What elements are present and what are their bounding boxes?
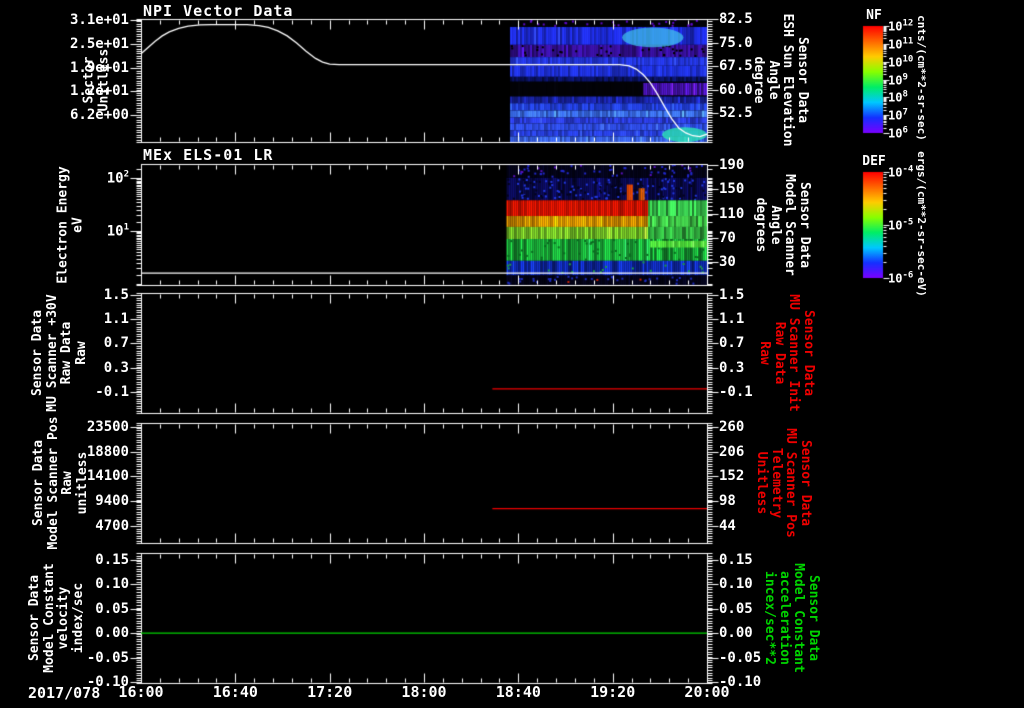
tick-label: -0.10 — [719, 673, 762, 690]
tick-label: 1.2e+01 — [69, 83, 129, 100]
x-axis-tick-label: 16:40 — [212, 683, 258, 701]
tick-label: 1.1 — [719, 311, 745, 328]
tick-label: 0.15 — [719, 551, 753, 568]
x-axis-tick-label: 18:00 — [401, 683, 447, 701]
tick-label: 1010 — [888, 54, 914, 70]
tick-label: 106 — [888, 125, 908, 141]
tick-label: -0.05 — [719, 649, 762, 666]
tick-label: 0.10 — [95, 576, 129, 593]
tick-label: 1012 — [888, 18, 914, 34]
tick-label: 206 — [719, 443, 745, 460]
tick-label: 6.2e+00 — [69, 106, 129, 123]
panel4-left-axis-label: Sensor Data Model Scanner Pos Raw unitle… — [30, 416, 90, 550]
panel5-right-axis-label: Sensor Data Model Constant acceleration … — [762, 563, 822, 673]
colorbar-nf-title: NF — [866, 8, 882, 23]
tick-label: 110 — [719, 205, 745, 222]
tick-label: 14100 — [86, 468, 129, 485]
tick-label: 150 — [719, 181, 745, 198]
tick-label: 67.5 — [719, 58, 753, 75]
colorbar-def-units: ergs/(cm**2-sr-sec-eV) — [915, 151, 929, 297]
tick-label: 190 — [719, 156, 745, 173]
tick-label: 1.1 — [103, 311, 129, 328]
tick-label: 52.5 — [719, 105, 753, 122]
x-axis-tick-label: 17:20 — [307, 683, 353, 701]
tick-label: 0.10 — [719, 576, 753, 593]
tick-label: 3.1e+01 — [69, 12, 129, 29]
tick-label: 0.00 — [95, 625, 129, 642]
x-axis-tick-label: 16:00 — [118, 683, 164, 701]
tick-label: -0.1 — [95, 383, 129, 400]
tick-label: 10-6 — [888, 270, 914, 286]
tick-label: 0.3 — [719, 359, 745, 376]
tick-label: 70 — [719, 229, 736, 246]
tick-label: 101 — [106, 222, 129, 240]
tick-label: 1.5 — [103, 287, 129, 303]
x-axis-tick-label: 18:40 — [495, 683, 541, 701]
tick-label: 1011 — [888, 36, 914, 52]
tick-label: 102 — [106, 169, 129, 187]
tick-label: 107 — [888, 107, 908, 123]
panel1-title: NPI Vector Data — [143, 2, 294, 20]
tick-label: 18800 — [86, 443, 129, 460]
tick-label: 9400 — [95, 493, 129, 510]
tick-label: -0.1 — [719, 383, 753, 400]
panel2-title: MEx ELS-01 LR — [143, 146, 274, 164]
panel3-left-axis-label: Sensor Data MU Scanner +30V Raw Data Raw — [29, 294, 89, 412]
panel1-right-axis-label: Sensor Data ESH Sun Elevation Angle degr… — [751, 13, 811, 147]
tick-label: 1.9e+01 — [69, 59, 129, 76]
tick-label: 260 — [719, 418, 745, 435]
tick-label: -0.05 — [86, 649, 129, 666]
tick-label: 4700 — [95, 517, 129, 534]
tick-label: 44 — [719, 517, 736, 534]
tick-label: -0.10 — [86, 673, 129, 690]
tick-label: 60.0 — [719, 81, 753, 98]
x-axis-tick-label: 20:00 — [684, 683, 730, 701]
colorbar-nf-units: cnts/(cm**2-sr-sec) — [915, 15, 929, 141]
tick-label: 152 — [719, 468, 745, 485]
tick-label: 109 — [888, 72, 908, 87]
tick-label: 0.00 — [719, 625, 753, 642]
tick-label: 10-5 — [888, 217, 914, 233]
panel3-right-axis-label: Sensor Data MU Scanner Init Raw Data Raw — [757, 294, 817, 412]
tick-label: 0.05 — [719, 600, 753, 617]
x-axis-tick-label: 19:20 — [590, 683, 636, 701]
tick-label: 108 — [888, 89, 908, 105]
tick-label: 0.7 — [103, 335, 129, 352]
tick-label: 75.0 — [719, 34, 753, 51]
colorbar-def-title: DEF — [862, 154, 886, 169]
date-label: 2017/078 — [28, 684, 101, 702]
panel5-left-axis-label: Sensor Data Model Constant velocity inde… — [26, 563, 86, 673]
panel4-right-axis-label: Sensor Data MU Scanner Pos Telemetry Uni… — [754, 428, 814, 538]
panel2-right-axis-label: Sensor Data Model Scanner Angle degrees — [753, 174, 813, 276]
tick-label: 82.5 — [719, 11, 753, 28]
tick-label: 2.5e+01 — [69, 35, 129, 52]
tick-label: 1.5 — [719, 287, 745, 303]
tick-label: 98 — [719, 493, 736, 510]
tick-label: 23500 — [86, 419, 129, 435]
panel2-left-axis-label: Electron Energy eV — [55, 166, 85, 284]
panel1-left-axis-label: Sector Unitless — [81, 48, 111, 112]
tick-label: 0.3 — [103, 359, 129, 376]
tick-label: 30 — [719, 254, 736, 271]
tick-label: 0.7 — [719, 335, 745, 352]
tick-label: 0.05 — [95, 600, 129, 617]
tick-label: 0.15 — [95, 551, 129, 568]
tick-label: 10-4 — [888, 164, 914, 180]
